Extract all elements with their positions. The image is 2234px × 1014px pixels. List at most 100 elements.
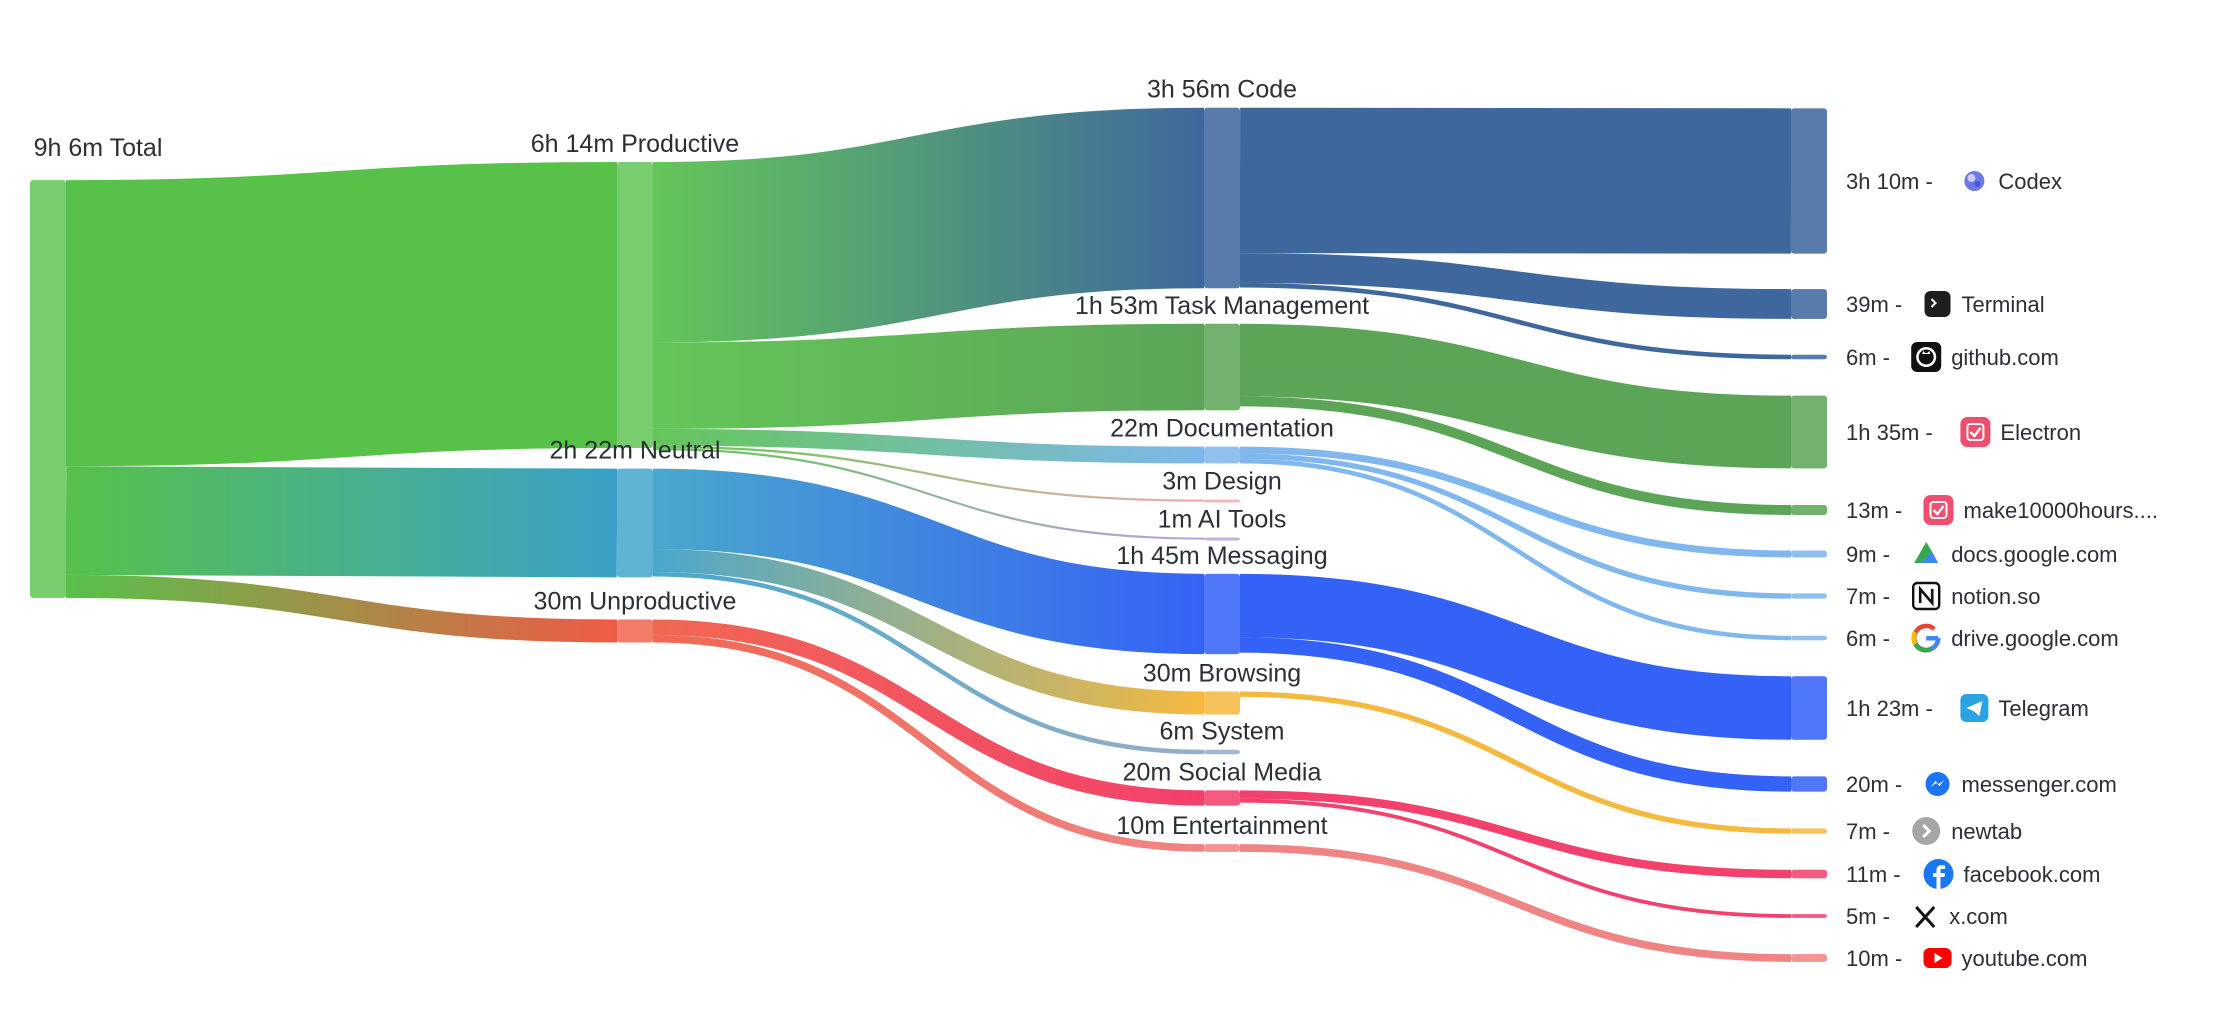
make10000hours-icon [1923,495,1954,525]
node-label-social: 20m Social Media [1123,758,1322,786]
messenger-icon [1925,772,1950,796]
node-youtube[interactable] [1791,954,1827,962]
node-telegram-highlight [1791,676,1827,740]
node-entertainment-highlight [1204,844,1240,852]
leaf-entry-youtube: 10m - youtube.com [1846,946,2087,971]
node-messenger[interactable] [1791,776,1827,792]
node-social-highlight [1204,790,1240,806]
node-electron-highlight [1791,395,1827,469]
leaf-app-messenger: messenger.com [1962,772,2117,797]
node-neutral[interactable] [617,468,653,578]
node-x[interactable] [1791,914,1827,918]
node-label-unproductive: 30m Unproductive [534,588,737,616]
link-neutral-to-system [652,571,1205,755]
node-taskmgmt-highlight [1204,323,1240,411]
leaf-app-make10000: make10000hours.... [1964,498,2158,523]
link-neutral-to-browsing [652,549,1205,715]
leaf-time-electron: 1h 35m - [1846,420,1933,445]
link-browsing-to-newtab [1239,691,1792,834]
leaf-time-newtab: 7m - [1846,819,1890,844]
leaf-time-notion: 7m - [1846,584,1890,609]
node-notion[interactable] [1791,593,1827,599]
link-code-to-github [1239,282,1792,360]
node-drive[interactable] [1791,635,1827,641]
node-telegram[interactable] [1791,676,1827,740]
leaf-app-x: x.com [1949,904,2008,929]
links-layer [65,107,1792,962]
node-label-neutral: 2h 22m Neutral [550,437,721,465]
node-taskmgmt[interactable] [1204,323,1240,411]
link-total-to-productive [65,161,618,467]
leaf-time-drive: 6m - [1846,626,1890,651]
codex-icon [1964,171,1985,191]
node-aitools[interactable] [1204,537,1240,541]
node-unproductive-highlight [617,619,653,643]
leaf-entry-x: 5m - x.com [1846,904,2008,929]
link-taskmgmt-to-make10000 [1239,396,1792,515]
link-productive-to-code [652,107,1205,343]
node-productive-highlight [617,161,653,449]
node-documentation[interactable] [1204,446,1240,464]
node-messaging[interactable] [1204,573,1240,655]
node-github-highlight [1791,354,1827,360]
leaf-time-github: 6m - [1846,345,1890,370]
link-documentation-to-notion [1239,453,1792,599]
leaf-app-newtab: newtab [1951,819,2022,844]
link-productive-to-aitools [652,448,1205,540]
node-messaging-highlight [1204,573,1240,655]
link-productive-to-taskmgmt [652,323,1205,429]
node-electron[interactable] [1791,395,1827,469]
telegram-icon [1960,694,1989,722]
newtab-icon [1912,817,1941,845]
leaf-time-docs: 9m - [1846,542,1890,567]
node-social[interactable] [1204,790,1240,806]
node-entertainment[interactable] [1204,844,1240,852]
terminal-icon [1924,291,1951,317]
leaf-time-messenger: 20m - [1846,772,1902,797]
leaf-time-telegram: 1h 23m - [1846,696,1933,721]
node-design[interactable] [1204,499,1240,503]
link-messaging-to-telegram [1239,573,1792,740]
github-icon [1911,342,1942,372]
node-facebook[interactable] [1791,869,1827,879]
node-code[interactable] [1204,107,1240,289]
node-label-taskmgmt: 1h 53m Task Management [1075,292,1369,320]
link-unproductive-to-entertainment [652,634,1205,852]
link-taskmgmt-to-electron [1239,323,1792,469]
node-label-browsing: 30m Browsing [1143,660,1301,688]
node-codex[interactable] [1791,108,1827,254]
leaf-entry-drive: 6m - drive.google.com [1846,623,2119,653]
link-productive-to-documentation [652,428,1205,464]
node-x-highlight [1791,914,1827,918]
node-unproductive[interactable] [617,619,653,643]
node-aitools-highlight [1204,537,1240,541]
google-docs-icon [1914,542,1939,563]
link-code-to-terminal [1239,253,1792,319]
node-make10000[interactable] [1791,505,1827,515]
link-entertainment-to-youtube [1239,844,1792,962]
node-total[interactable] [30,180,66,598]
leaf-time-youtube: 10m - [1846,946,1902,971]
electron-app-icon [1960,417,1991,447]
node-system[interactable] [1204,749,1240,755]
leaf-entry-messenger: 20m - messenger.com [1846,772,2117,797]
node-github[interactable] [1791,354,1827,360]
notion-icon [1911,581,1941,611]
node-newtab-highlight [1791,828,1827,834]
node-terminal[interactable] [1791,289,1827,319]
node-newtab[interactable] [1791,828,1827,834]
leaf-app-docs: docs.google.com [1951,542,2117,567]
node-youtube-highlight [1791,954,1827,962]
node-label-code: 3h 56m Code [1147,76,1297,104]
google-icon [1911,623,1941,653]
leaf-entry-notion: 7m - notion.so [1846,581,2040,611]
link-total-to-unproductive [65,574,618,643]
leaf-app-codex: Codex [1998,169,2062,194]
leaf-app-github: github.com [1951,345,2059,370]
leaf-entry-make10000: 13m - make10000hours.... [1846,495,2158,525]
node-browsing[interactable] [1204,691,1240,715]
node-productive[interactable] [617,161,653,449]
node-docs[interactable] [1791,550,1827,558]
node-codex-highlight [1791,108,1827,254]
